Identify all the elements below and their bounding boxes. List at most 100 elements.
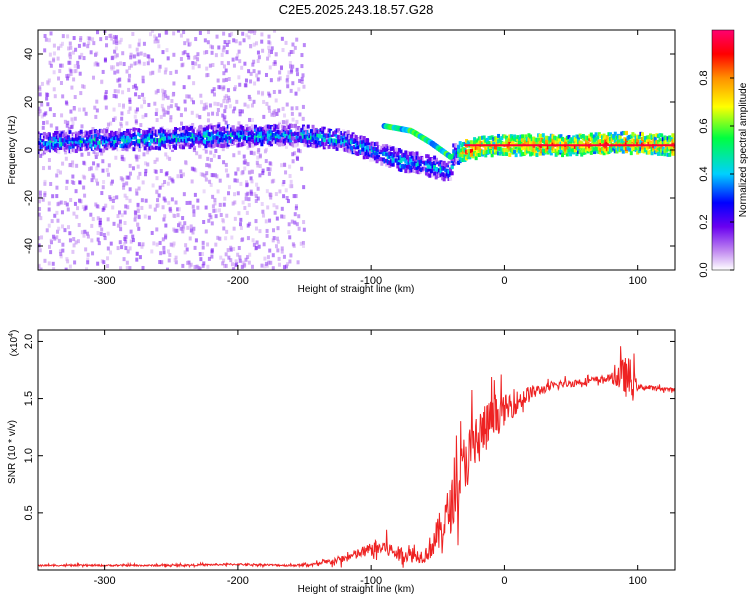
scatter-cell (248, 252, 252, 257)
ridge-cell (530, 137, 534, 142)
colorbar-tick-label: 0.4 (698, 166, 710, 181)
ridge-cell (596, 135, 600, 140)
ridge-cell (252, 139, 256, 144)
ridge-cell (533, 148, 537, 153)
scatter-cell (194, 37, 198, 42)
ridge-cell (465, 156, 469, 161)
ridge-cell (87, 134, 91, 139)
ridge-cell (266, 124, 270, 129)
scatter-cell (87, 41, 91, 46)
scatter-cell (120, 245, 124, 250)
ridge-cell (65, 131, 69, 136)
ridge-cell (114, 142, 118, 147)
ridge-cell (233, 136, 237, 141)
ridge-cell (245, 138, 249, 143)
scatter-cell (231, 267, 235, 270)
ridge-cell (292, 143, 296, 148)
ridge-cell (316, 129, 320, 134)
colorbar-label: Normalized spectral amplitude (738, 82, 749, 217)
scatter-cell (300, 64, 304, 69)
ridge-cell (458, 152, 462, 157)
ridge-cell (561, 153, 565, 158)
ridge-cell (402, 153, 406, 158)
scatter-cell (114, 94, 118, 99)
ridge-cell (463, 154, 467, 159)
ridge-cell (580, 144, 584, 149)
scatter-cell (134, 60, 138, 65)
ridge-cell (607, 149, 611, 154)
ridge-cell (113, 136, 117, 141)
scatter-cell (68, 51, 72, 56)
ridge-cell (55, 148, 59, 153)
ridge-cell (455, 158, 459, 163)
ridge-cell (268, 141, 272, 146)
ridge-cell (250, 130, 254, 135)
ridge-cell (354, 138, 358, 143)
ridge-cell (164, 129, 168, 134)
scatter-cell (113, 116, 117, 121)
ridge-cell (92, 130, 96, 135)
scatter-cell (128, 246, 132, 251)
ridge-cell (586, 141, 590, 146)
scatter-cell (216, 235, 220, 240)
ridge-cell (348, 141, 352, 146)
ridge-cell (442, 173, 446, 178)
ridge-cell (277, 135, 281, 140)
ridge-cell (183, 138, 187, 143)
ridge-cell (410, 168, 414, 173)
scatter-cell (276, 248, 280, 253)
ridge-cell (292, 132, 296, 137)
ridge-cell (244, 140, 248, 145)
ridge-cell (381, 146, 385, 151)
ridge-cell (233, 141, 237, 146)
scatter-cell (72, 77, 76, 82)
scatter-cell (102, 180, 106, 185)
ridge-cell (239, 130, 243, 135)
ridge-cell (113, 143, 117, 148)
scatter-cell (169, 242, 173, 247)
ridge-cell (42, 131, 46, 136)
scatter-cell (302, 220, 306, 225)
ridge-cell (305, 134, 309, 139)
ridge-cell (132, 127, 136, 132)
ridge-cell (640, 132, 644, 137)
scatter-cell (49, 238, 53, 243)
ridge-cell (437, 168, 441, 173)
ridge-cell (193, 140, 197, 145)
scatter-cell (186, 52, 190, 57)
ridge-cell (497, 139, 501, 144)
ridge-cell (415, 165, 419, 170)
scatter-cell (247, 35, 251, 40)
ridge-cell (487, 150, 491, 155)
ridge-cell (220, 132, 224, 137)
ridge-cell (148, 146, 152, 151)
scatter-cell (276, 226, 280, 231)
scatter-cell (189, 228, 193, 233)
ridge-cell (118, 147, 122, 152)
ridge-cell (449, 176, 453, 181)
ridge-cell (477, 145, 481, 150)
ridge-cell (575, 141, 579, 146)
scatter-cell (140, 205, 144, 210)
scatter-cell (56, 229, 60, 234)
scatter-cell (124, 239, 128, 244)
scatter-cell (127, 175, 131, 180)
scatter-cell (287, 222, 291, 227)
ridge-cell (145, 142, 149, 147)
ridge-cell (369, 144, 373, 149)
scatter-cell (159, 251, 163, 256)
ridge-cell (42, 141, 46, 146)
scatter-cell (52, 51, 56, 56)
ridge-cell (361, 139, 365, 144)
scatter-cell (225, 42, 229, 47)
scatter-cell (136, 52, 140, 57)
ridge-cell (297, 132, 301, 137)
ridge-cell (596, 140, 600, 145)
scatter-cell (197, 64, 201, 69)
ridge-cell (183, 129, 187, 134)
ridge-cell (273, 140, 277, 145)
scatter-cell (164, 94, 168, 99)
snr-y-multiplier-base: (x10 (9, 336, 20, 356)
ridge-cell (174, 133, 178, 138)
ridge-cell (514, 145, 518, 150)
